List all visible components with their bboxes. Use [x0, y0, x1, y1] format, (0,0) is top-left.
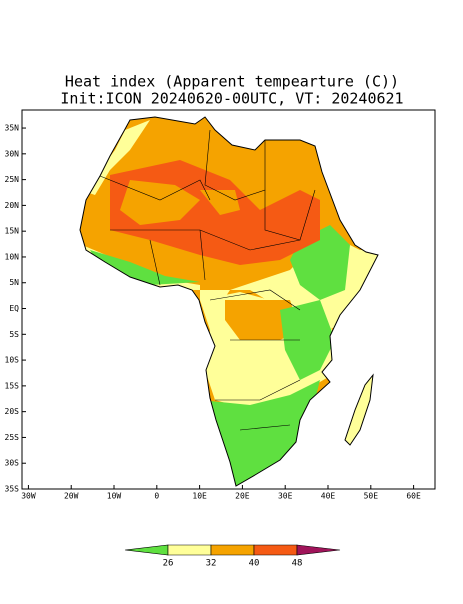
colorbar-label: 48	[292, 559, 303, 569]
x-tick-label: 40E	[321, 492, 336, 501]
x-tick-label: 60E	[406, 492, 421, 501]
y-tick-label: 35S	[5, 485, 20, 494]
madagascar	[344, 373, 374, 446]
x-tick-label: 50E	[364, 492, 379, 501]
colorbar-label: 26	[163, 559, 174, 569]
map-frame	[21, 109, 436, 490]
y-tick-label: 30S	[5, 459, 20, 468]
x-tick-label: 10W	[107, 492, 122, 501]
x-tick-label: 20E	[235, 492, 250, 501]
coastline	[79, 116, 379, 487]
x-tick-label: 0	[154, 492, 159, 501]
y-tick-label: 10N	[5, 252, 20, 261]
x-tick-label: 30E	[278, 492, 293, 501]
colorbar-swatch	[210, 544, 255, 556]
colorbar-swatch	[167, 544, 212, 556]
y-tick-label: 10S	[5, 356, 20, 365]
x-tick-label: 10E	[192, 492, 207, 501]
y-tick-label: 35N	[5, 124, 20, 133]
colorbar-swatch	[124, 544, 169, 556]
colorbar-label: 32	[206, 559, 217, 569]
y-tick-label: 25N	[5, 175, 20, 184]
y-tick-label: 20S	[5, 407, 20, 416]
y-tick-label: EQ	[9, 304, 19, 313]
y-tick-label: 25S	[5, 433, 20, 442]
y-tick-label: 15N	[5, 227, 20, 236]
x-tick-label: 20W	[64, 492, 79, 501]
y-tick-label: 20N	[5, 201, 20, 210]
y-tick-label: 30N	[5, 149, 20, 158]
map-title: Heat index (Apparent tempearture (C))	[65, 73, 399, 91]
y-tick-label: 5S	[9, 330, 19, 339]
x-tick-label: 30W	[21, 492, 36, 501]
y-tick-label: 5N	[9, 278, 19, 287]
map-subtitle: Init:ICON 20240620-00UTC, VT: 20240621	[60, 90, 403, 108]
borders	[99, 129, 316, 431]
colorbar-swatch	[296, 544, 341, 556]
colorbar-swatch	[253, 544, 298, 556]
y-tick-label: 15S	[5, 381, 20, 390]
colorbar-label: 40	[249, 559, 260, 569]
